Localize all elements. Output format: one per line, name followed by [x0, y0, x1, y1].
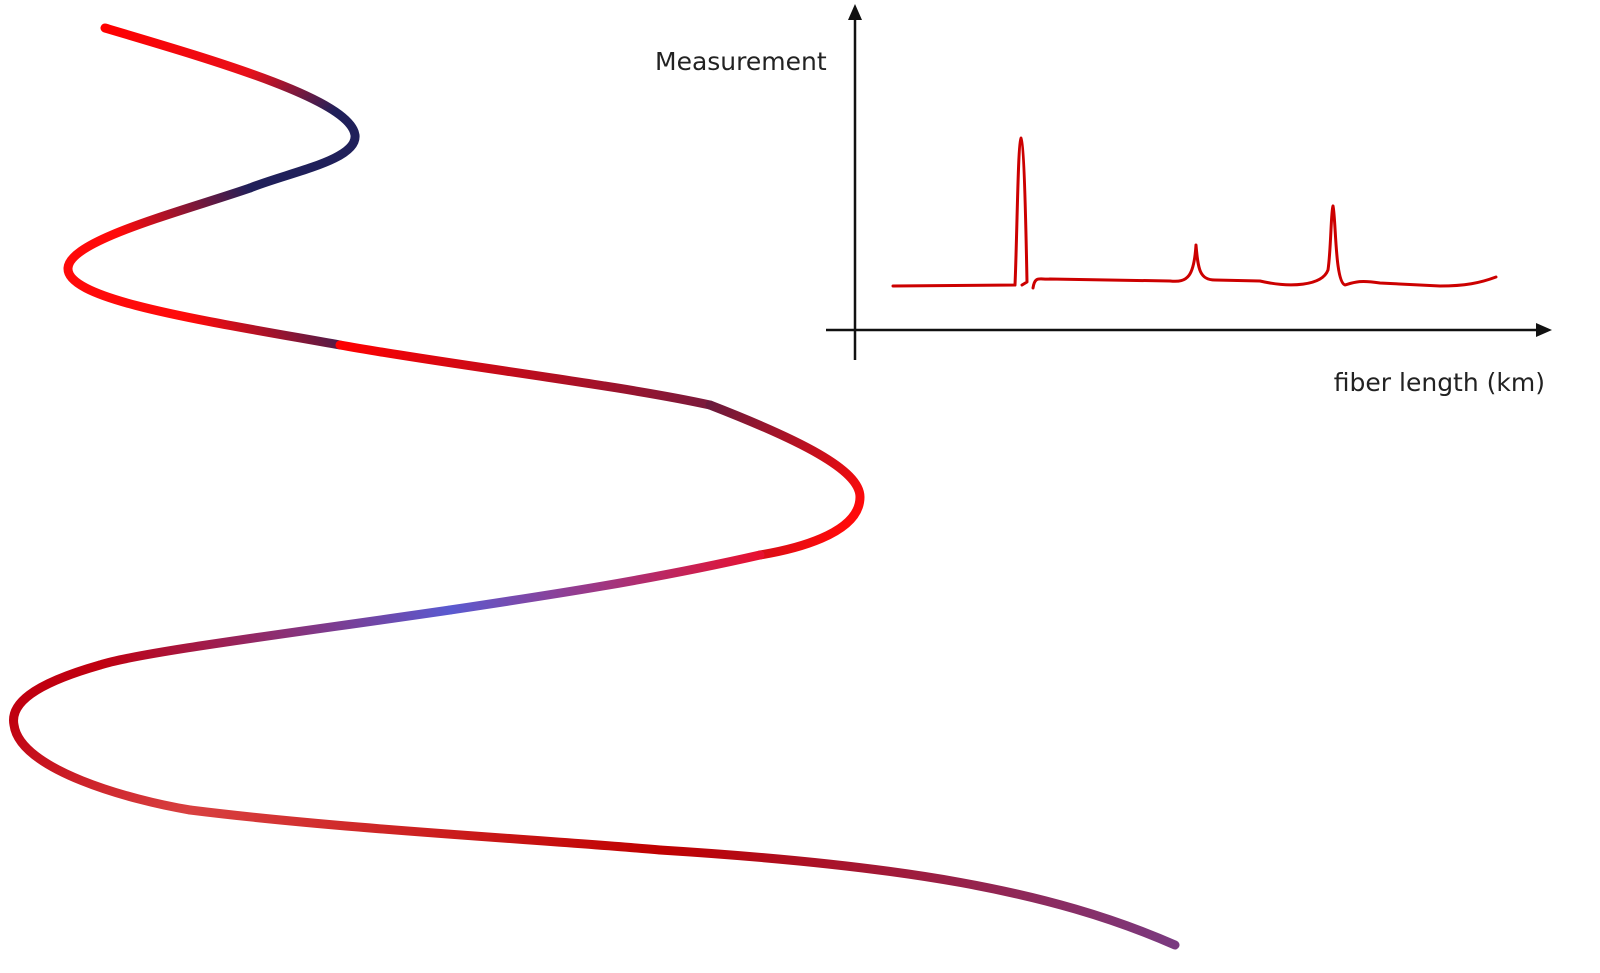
diagram: Measurement fiber length (km)	[0, 0, 1600, 973]
fiber-segment	[710, 405, 860, 555]
y-axis-label: Measurement	[655, 47, 827, 76]
fiber-segment	[450, 555, 760, 610]
y-axis-arrow	[848, 4, 862, 20]
fiber-segment	[68, 188, 340, 345]
page: Measurement fiber length (km) (() => { c…	[0, 0, 1600, 973]
fiber-segment	[14, 665, 190, 810]
x-axis-arrow	[1536, 323, 1552, 337]
x-axis-label: fiber length (km)	[1334, 368, 1545, 397]
fiber-segment	[100, 610, 450, 665]
fiber	[14, 28, 1175, 945]
measurement-trace	[893, 138, 1496, 288]
fiber-segment	[660, 850, 1175, 945]
fiber-segment	[190, 810, 660, 850]
plot: Measurement fiber length (km)	[655, 4, 1552, 397]
fiber-segment	[340, 345, 710, 405]
fiber-segment	[105, 28, 355, 188]
